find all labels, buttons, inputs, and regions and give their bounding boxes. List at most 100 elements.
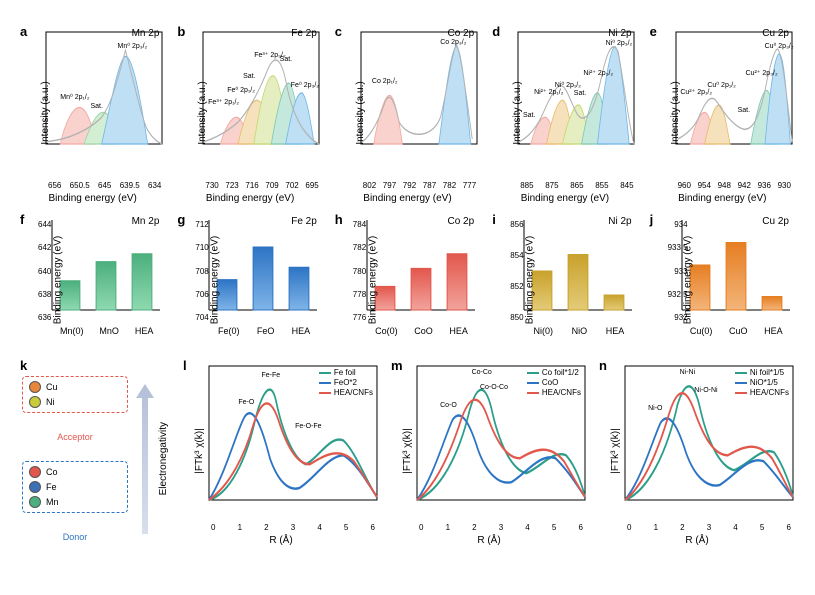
panel-m: m|FTk³ χ(k)|R (Å)0123456Co foil*1/2CoOHE…: [389, 356, 589, 546]
element-dot-icon: [29, 381, 41, 393]
y-axis-label: |FTk³ χ(k)|: [610, 428, 621, 473]
bar: [447, 254, 467, 310]
x-categories: Fe(0)FeOHEA: [209, 326, 318, 336]
panel-label: m: [391, 358, 403, 373]
peak-annotation: Ni²⁺ 2p₃/₂: [583, 69, 613, 77]
peak-annotation: Co-O: [440, 402, 457, 409]
peak-annotation: Ni⁰ 2p₃/₂: [606, 39, 633, 47]
panel-label: i: [492, 212, 496, 227]
x-ticks: 656650.5645639.5634: [18, 181, 167, 190]
element-name: Cu: [46, 382, 58, 392]
x-ticks: 885875865855845: [490, 181, 639, 190]
panel-title: Fe 2p: [291, 216, 317, 227]
x-categories: Ni(0)NiOHEA: [524, 326, 633, 336]
element-name: Ni: [46, 397, 55, 407]
legend: Fe foilFeO*2HEA/CNFs: [319, 368, 373, 397]
panel-title: Cu 2p: [762, 216, 789, 227]
peak-annotation: Sat.: [90, 103, 102, 110]
legend-swatch-icon: [527, 372, 539, 374]
x-axis-label: R (Å): [269, 535, 292, 546]
x-axis-label: Binding energy (eV): [363, 193, 451, 204]
panel-a: aMn 2pIntensity (a.u.)Binding energy (eV…: [18, 22, 167, 204]
legend-item: NiO*1/5: [735, 378, 789, 387]
peak-annotation: Co 2p₃/₂: [440, 39, 466, 46]
legend-text: CoO: [542, 378, 558, 387]
bar: [96, 262, 116, 310]
element-item: Co: [29, 466, 121, 478]
x-axis-label: R (Å): [685, 535, 708, 546]
peak-annotation: Cu²⁺ 2p₁/₂: [680, 88, 712, 96]
panel-title: Cu 2p: [762, 28, 789, 39]
element-item: Ni: [29, 396, 121, 408]
y-ticks: 644642640638636: [38, 220, 51, 322]
y-axis-label: Intensity (a.u.): [670, 81, 681, 144]
panel-f: fMn 2pBinding energy (eV)644642640638636…: [18, 210, 167, 350]
legend-text: HEA/CNFs: [750, 388, 789, 397]
x-ticks: 960954948942936930: [648, 181, 797, 190]
peak-annotation: Ni-O: [648, 405, 662, 412]
peak-annotation: Mn⁰ 2p₁/₂: [60, 93, 89, 101]
peak-annotation: Cu⁰ 2p₁/₂: [707, 81, 736, 89]
panel-label: a: [20, 24, 27, 39]
peak-annotation: Fe-O-Fe: [295, 423, 321, 430]
bar: [726, 243, 746, 311]
y-axis-label: Intensity (a.u.): [40, 81, 51, 144]
x-ticks: 802797792787782777: [333, 181, 482, 190]
peak-annotation: Co-Co: [472, 369, 492, 376]
x-axis-label: Binding energy (eV): [521, 193, 609, 204]
legend-swatch-icon: [319, 392, 331, 394]
panel-label: l: [183, 358, 187, 373]
legend-text: HEA/CNFs: [334, 388, 373, 397]
panel-label: g: [177, 212, 185, 227]
element-item: Cu: [29, 381, 121, 393]
legend-text: FeO*2: [334, 378, 357, 387]
x-axis-label: Binding energy (eV): [678, 193, 766, 204]
legend: Ni foil*1/5NiO*1/5HEA/CNFs: [735, 368, 789, 397]
element-name: Co: [46, 467, 58, 477]
x-ticks: 0123456: [181, 523, 381, 532]
legend-swatch-icon: [527, 392, 539, 394]
electronegativity-arrow-icon: [136, 384, 154, 534]
element-name: Fe: [46, 482, 57, 492]
legend-item: HEA/CNFs: [319, 388, 373, 397]
bar: [132, 254, 152, 310]
y-axis-label: Intensity (a.u.): [355, 81, 366, 144]
panel-k: k CuNi Acceptor CoFeMn Donor Electronega…: [18, 356, 173, 546]
panel-title: Co 2p: [448, 28, 475, 39]
panel-h: hCo 2pBinding energy (eV)784782780778776…: [333, 210, 482, 350]
legend-swatch-icon: [319, 382, 331, 384]
y-ticks: 934933.5933932.5932: [668, 220, 688, 322]
element-dot-icon: [29, 396, 41, 408]
peak-annotation: Sat.: [738, 107, 750, 114]
peak-annotation: Ni²⁺ 2p₁/₂: [534, 88, 563, 96]
legend-item: FeO*2: [319, 378, 373, 387]
legend-text: Co foil*1/2: [542, 368, 579, 377]
legend-swatch-icon: [735, 392, 747, 394]
bar: [604, 295, 624, 310]
peak-annotation: Co 2p₁/₂: [372, 78, 398, 85]
panel-label: c: [335, 24, 342, 39]
legend-item: Co foil*1/2: [527, 368, 581, 377]
peak-annotation: Fe-Fe: [261, 372, 280, 379]
acceptor-box: Cu Ni: [22, 376, 128, 413]
legend: Co foil*1/2CoOHEA/CNFs: [527, 368, 581, 397]
y-axis-label: |FTk³ χ(k)|: [402, 428, 413, 473]
panel-title: Ni 2p: [608, 216, 631, 227]
panel-b: bFe 2pIntensity (a.u.)Binding energy (eV…: [175, 22, 324, 204]
x-axis-label: Binding energy (eV): [206, 193, 294, 204]
panel-i: iNi 2pBinding energy (eV)856854852850Ni(…: [490, 210, 639, 350]
legend-text: NiO*1/5: [750, 378, 778, 387]
element-dot-icon: [29, 496, 41, 508]
element-item: Fe: [29, 481, 121, 493]
peak-annotation: Fe⁰ 2p₃/₂: [291, 81, 319, 89]
panel-c: c Co 2p Intensity (a.u.) Binding energy (eV…: [333, 22, 482, 204]
element-dot-icon: [29, 466, 41, 478]
legend-text: Fe foil: [334, 368, 356, 377]
legend-item: Ni foil*1/5: [735, 368, 789, 377]
legend-item: HEA/CNFs: [527, 388, 581, 397]
peak-annotation: Sat.: [280, 56, 292, 63]
panel-n: n|FTk³ χ(k)|R (Å)0123456Ni foil*1/5NiO*1…: [597, 356, 797, 546]
legend-item: Fe foil: [319, 368, 373, 377]
panel-label: e: [650, 24, 657, 39]
panel-d: dNi 2pIntensity (a.u.)Binding energy (eV…: [490, 22, 639, 204]
